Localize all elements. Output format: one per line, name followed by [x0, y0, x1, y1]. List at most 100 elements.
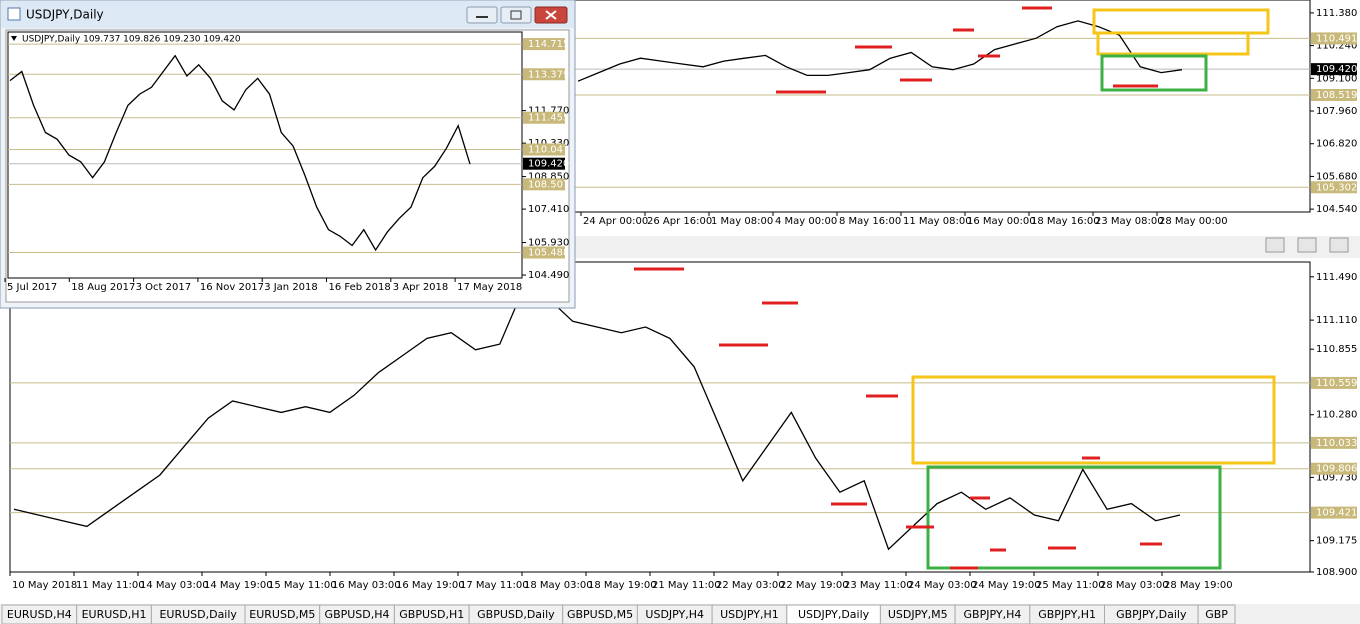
level-label: 110.491	[1316, 33, 1357, 44]
tab-label[interactable]: GBPUSD,H4	[325, 608, 390, 621]
x-tick-label: 21 May 11:00	[652, 580, 721, 591]
minimize-button[interactable]	[466, 6, 498, 24]
x-tick-label: 4 May 00:00	[775, 216, 837, 227]
tab-label[interactable]: USDJPY,Daily	[798, 608, 870, 621]
level-tag	[1311, 506, 1357, 519]
x-tick-label: 18 May 03:00	[524, 580, 593, 591]
window-title: USDJPY,Daily	[26, 8, 104, 22]
y-tick-label: 107.410	[528, 204, 569, 215]
x-tick-label: 3 Apr 2018	[393, 282, 448, 293]
tab-label[interactable]: GBPUSD,M5	[567, 608, 633, 621]
tab-label[interactable]: EURUSD,H1	[82, 608, 147, 621]
x-tick-label: 22 May 19:00	[780, 580, 849, 591]
x-tick-label: 23 May 08:00	[1095, 216, 1164, 227]
x-tick-label: 1 May 08:00	[711, 216, 773, 227]
x-tick-label: 28 May 19:00	[1164, 580, 1233, 591]
level-label: 108.519	[1316, 90, 1357, 101]
chart-header: USDJPY,Daily 109.737 109.826 109.230 109…	[22, 35, 241, 45]
x-tick-label: 26 Apr 16:00	[647, 216, 712, 227]
x-tick-label: 3 Jan 2018	[264, 282, 318, 293]
tab-label[interactable]: USDJPY,H4	[645, 608, 704, 621]
level-label: 105.302	[1316, 182, 1357, 193]
chart-daily: 111.770110.330108.850107.410105.930104.4…	[4, 31, 569, 293]
x-tick-label: 14 May 19:00	[204, 580, 273, 591]
x-tick-label: 17 May 11:00	[460, 580, 529, 591]
x-tick-label: 3 Oct 2017	[136, 282, 191, 293]
y-tick-label: 105.680	[1316, 171, 1357, 182]
x-tick-label: 15 May 11:00	[268, 580, 337, 591]
x-tick-label: 11 May 08:00	[903, 216, 972, 227]
daily-window: USDJPY,Daily 111.770110.330108.850107.41…	[0, 0, 576, 309]
x-tick-label: 8 May 16:00	[839, 216, 901, 227]
plot-area	[7, 31, 523, 279]
level-tag	[523, 38, 565, 51]
tab-bar: EURUSD,H4 EURUSD,H1 EURUSD,Daily EURUSD,M5 G…	[0, 604, 1360, 624]
x-tick-label: 16 Nov 2017	[200, 282, 264, 293]
price-line	[9, 54, 471, 252]
level-tag	[1311, 462, 1357, 475]
level-tag	[523, 246, 565, 259]
y-tick-label: 106.820	[1316, 139, 1357, 150]
tab-label[interactable]: USDJPY,H1	[720, 608, 779, 621]
y-tick-label: 111.110	[1316, 315, 1357, 326]
level-tag	[523, 178, 565, 191]
tab-label[interactable]: USDJPY,M5	[888, 608, 948, 621]
tab-label[interactable]: GBP	[1205, 608, 1228, 621]
level-label: 111.455	[528, 113, 569, 124]
maximize-button[interactable]	[500, 6, 532, 24]
level-label: 113.379	[528, 69, 569, 80]
y-tick-label: 111.380	[1316, 8, 1357, 19]
level-tag	[523, 143, 565, 156]
x-tick-label: 24 May 19:00	[972, 580, 1041, 591]
last-price-tag	[1311, 63, 1357, 76]
x-tick-label: 16 May 19:00	[396, 580, 465, 591]
level-label: 110.559	[1316, 378, 1357, 389]
tab-label[interactable]: GBPJPY,Daily	[1116, 608, 1187, 621]
x-tick-label: 18 May 16:00	[1031, 216, 1100, 227]
tab[interactable]	[1197, 604, 1236, 624]
x-tick-label: 18 May 19:00	[588, 580, 657, 591]
level-tag	[1311, 436, 1357, 449]
menu-arrow	[11, 36, 17, 41]
last-price-label: 109.420	[1316, 64, 1357, 75]
annotations	[634, 6, 1276, 570]
tab-label[interactable]: EURUSD,Daily	[159, 608, 237, 621]
tab-label[interactable]: GBPJPY,H1	[1038, 608, 1096, 621]
last-price-tag	[523, 157, 565, 170]
tab-label[interactable]: GBPUSD,Daily	[477, 608, 555, 621]
level-label: 110.047	[528, 145, 569, 156]
x-tick-label: 10 May 2018	[12, 580, 77, 591]
y-tick-label: 110.280	[1316, 410, 1357, 421]
tab-label[interactable]: EURUSD,H4	[7, 608, 72, 621]
x-tick-label: 5 Jul 2017	[7, 282, 57, 293]
x-tick-label: 22 May 03:00	[716, 580, 785, 591]
level-label: 105.488	[528, 248, 569, 259]
icon	[510, 10, 522, 20]
price-line	[577, 20, 1183, 82]
y-tick-label: 111.490	[1316, 272, 1357, 283]
last-price-label: 109.420	[528, 159, 569, 170]
x-tick-label: 16 May 03:00	[332, 580, 401, 591]
level-label: 109.806	[1316, 464, 1357, 475]
level-tag	[1311, 181, 1357, 194]
y-tick-label: 107.960	[1316, 106, 1357, 117]
min-button[interactable]	[1265, 237, 1285, 253]
x-tick-label: 16 May 00:00	[967, 216, 1036, 227]
max-button[interactable]	[1297, 237, 1317, 253]
y-tick-label: 110.855	[1316, 344, 1357, 355]
y-tick-label: 108.900	[1316, 567, 1357, 578]
y-tick-label: 104.490	[528, 270, 569, 281]
x-tick-label: 14 May 03:00	[140, 580, 209, 591]
chart-h1: 111.490 111.110 110.855 110.280 109.730 109.1…	[9, 261, 1357, 591]
tab-label[interactable]: GBPUSD,H1	[399, 608, 464, 621]
level-tag	[523, 68, 565, 81]
level-label: 110.033	[1316, 438, 1357, 449]
tab-label[interactable]: EURUSD,M5	[249, 608, 315, 621]
close-button[interactable]	[1329, 237, 1349, 253]
zone	[926, 465, 1222, 570]
tab-label[interactable]: GBPJPY,H4	[964, 608, 1022, 621]
plot-area	[9, 261, 1311, 573]
zone	[1100, 54, 1208, 92]
